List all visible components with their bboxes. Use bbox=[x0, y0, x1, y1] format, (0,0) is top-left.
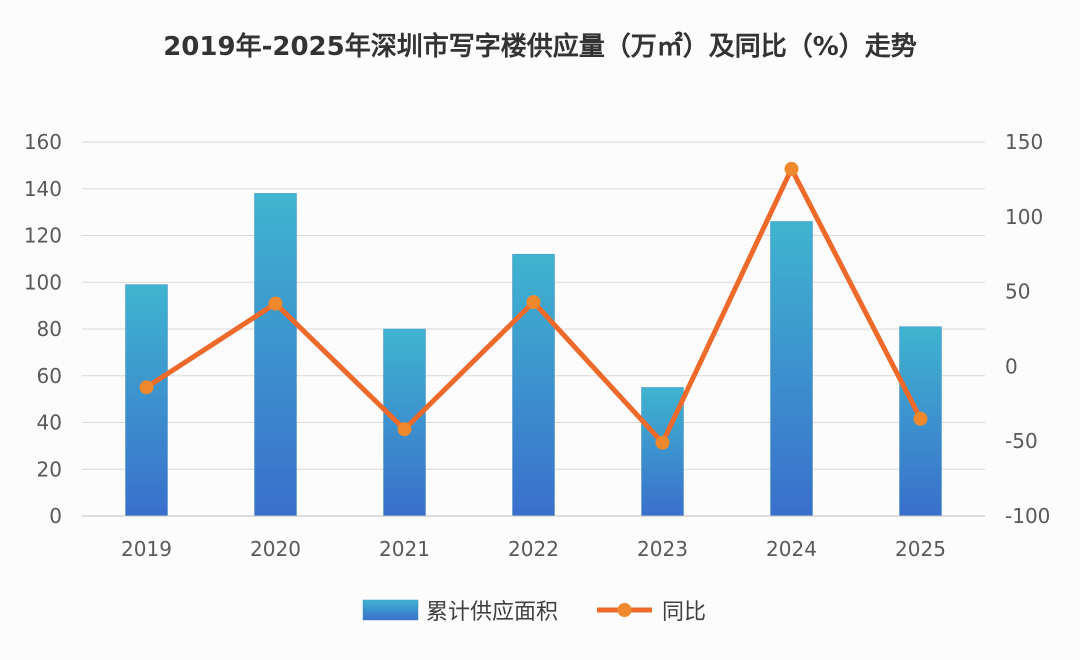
y-left-tick-label: 160 bbox=[24, 130, 62, 154]
legend-swatch-marker bbox=[617, 603, 632, 617]
line-point bbox=[397, 422, 412, 437]
x-tick-label: 2020 bbox=[250, 537, 301, 561]
y-right-tick-label: -100 bbox=[1005, 504, 1050, 528]
line-point bbox=[913, 411, 928, 426]
bar-series bbox=[125, 193, 942, 517]
x-tick-label: 2023 bbox=[637, 537, 688, 561]
x-tick-label: 2022 bbox=[508, 537, 559, 561]
y-right-tick-label: 50 bbox=[1005, 280, 1030, 304]
line-point bbox=[526, 295, 541, 310]
bar bbox=[512, 253, 555, 517]
x-tick-label: 2019 bbox=[121, 537, 172, 561]
legend-label-line: 同比 bbox=[662, 600, 706, 625]
line-point bbox=[139, 380, 154, 395]
y-right-tick-label: 0 bbox=[1005, 354, 1018, 378]
x-tick-label: 2025 bbox=[895, 537, 946, 561]
axes: 0 20 40 60 80 100 120 140 160 -100 -50 0 50 100 150 201… bbox=[24, 130, 1051, 561]
bar bbox=[254, 193, 297, 517]
legend-swatch-bar bbox=[362, 599, 419, 621]
x-tick-label: 2024 bbox=[766, 537, 817, 561]
bar bbox=[125, 284, 168, 517]
legend-label-bar: 累计供应面积 bbox=[426, 600, 558, 625]
legend: 累计供应面积 同比 bbox=[362, 599, 706, 625]
chart-title: 2019年-2025年深圳市写字楼供应量（万㎡）及同比（%）走势 bbox=[163, 32, 917, 62]
y-left-tick-label: 80 bbox=[37, 317, 62, 341]
y-left-tick-label: 0 bbox=[49, 504, 62, 528]
y-left-tick-label: 100 bbox=[24, 270, 62, 294]
line-point bbox=[268, 296, 283, 311]
bar bbox=[770, 221, 813, 517]
x-tick-label: 2021 bbox=[379, 537, 430, 561]
y-right-tick-label: 100 bbox=[1005, 205, 1043, 229]
y-right-tick-label: -50 bbox=[1005, 429, 1038, 453]
y-left-tick-label: 60 bbox=[37, 364, 62, 388]
y-left-tick-label: 120 bbox=[24, 224, 62, 248]
line-point bbox=[784, 161, 799, 176]
bar bbox=[899, 326, 942, 517]
y-left-tick-label: 140 bbox=[24, 177, 62, 201]
line-series bbox=[139, 161, 928, 450]
y-left-tick-label: 40 bbox=[37, 411, 62, 435]
y-right-tick-label: 150 bbox=[1005, 130, 1043, 154]
y-left-tick-label: 20 bbox=[37, 457, 62, 481]
line-point bbox=[655, 435, 670, 450]
